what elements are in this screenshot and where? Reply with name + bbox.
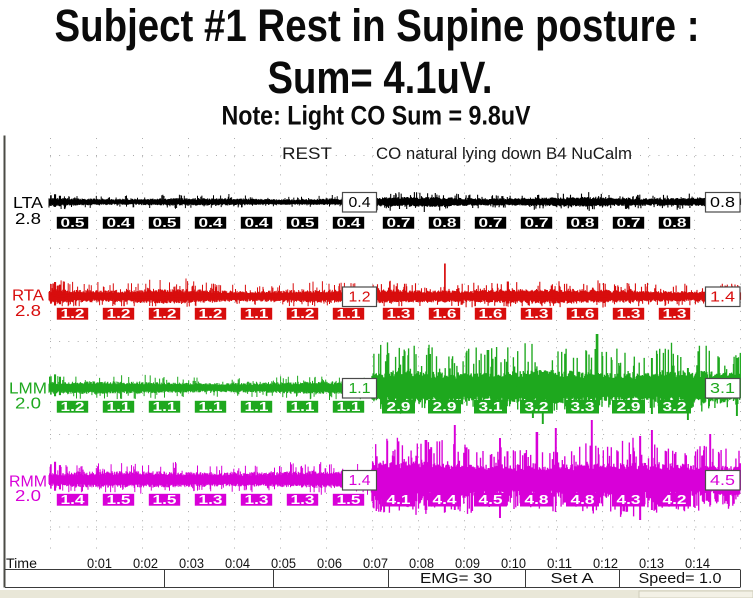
svg-text:4.1: 4.1 (387, 493, 411, 507)
svg-text:0.7: 0.7 (617, 216, 641, 230)
svg-text:1.3: 1.3 (387, 307, 411, 321)
svg-text:3.2: 3.2 (663, 400, 687, 414)
svg-text:0.5: 0.5 (153, 216, 177, 230)
svg-text:4.5: 4.5 (710, 473, 735, 489)
svg-text:1.1: 1.1 (349, 381, 371, 397)
svg-text:RMM: RMM (9, 474, 47, 491)
svg-text:0:09: 0:09 (455, 556, 480, 571)
svg-text:3.3: 3.3 (571, 400, 595, 414)
svg-text:Time: Time (6, 556, 37, 571)
svg-text:0:12: 0:12 (593, 556, 618, 571)
svg-text:Speed= 1.0: Speed= 1.0 (639, 571, 722, 587)
svg-text:1.2: 1.2 (153, 307, 177, 321)
svg-text:1.1: 1.1 (153, 400, 177, 414)
svg-text:3.1: 3.1 (710, 381, 735, 397)
svg-text:1.3: 1.3 (525, 307, 549, 321)
svg-text:0.5: 0.5 (61, 216, 85, 230)
svg-text:1.1: 1.1 (337, 307, 361, 321)
svg-text:0.7: 0.7 (525, 216, 549, 230)
svg-text:1.1: 1.1 (291, 400, 315, 414)
svg-text:1.2: 1.2 (199, 307, 223, 321)
svg-text:1.3: 1.3 (199, 493, 223, 507)
svg-text:0:01: 0:01 (87, 556, 112, 571)
svg-text:RTA: RTA (12, 288, 45, 305)
svg-text:0:14: 0:14 (685, 556, 710, 571)
svg-text:0.4: 0.4 (349, 195, 371, 211)
svg-text:0.5: 0.5 (291, 216, 315, 230)
svg-text:REST: REST (282, 144, 332, 163)
svg-text:0.7: 0.7 (387, 216, 411, 230)
svg-text:Sum= 4.1uV.: Sum= 4.1uV. (268, 52, 493, 103)
svg-text:1.2: 1.2 (291, 307, 315, 321)
svg-text:2.8: 2.8 (15, 211, 41, 228)
svg-text:1.1: 1.1 (337, 400, 361, 414)
svg-text:1.1: 1.1 (245, 307, 269, 321)
svg-text:1.5: 1.5 (337, 493, 361, 507)
svg-text:1.4: 1.4 (710, 290, 735, 306)
svg-text:4.8: 4.8 (525, 493, 549, 507)
svg-text:0:08: 0:08 (409, 556, 434, 571)
svg-text:0.8: 0.8 (710, 195, 735, 211)
svg-text:0.8: 0.8 (663, 216, 687, 230)
svg-text:2.9: 2.9 (387, 400, 411, 414)
svg-text:0:10: 0:10 (501, 556, 526, 571)
svg-text:1.6: 1.6 (433, 307, 457, 321)
svg-text:EMG= 30: EMG= 30 (420, 571, 492, 587)
svg-text:Set A: Set A (551, 571, 594, 587)
svg-text:1.6: 1.6 (571, 307, 595, 321)
svg-text:1.1: 1.1 (245, 400, 269, 414)
svg-text:0:05: 0:05 (271, 556, 296, 571)
svg-text:1.5: 1.5 (107, 493, 131, 507)
svg-text:0.4: 0.4 (337, 216, 361, 230)
svg-text:0.4: 0.4 (199, 216, 223, 230)
svg-text:1.5: 1.5 (153, 493, 177, 507)
svg-text:4.8: 4.8 (571, 493, 595, 507)
svg-text:4.5: 4.5 (479, 493, 503, 507)
svg-text:0.4: 0.4 (107, 216, 131, 230)
svg-text:2.9: 2.9 (433, 400, 457, 414)
svg-text:4.4: 4.4 (433, 493, 457, 507)
svg-text:0.8: 0.8 (433, 216, 457, 230)
svg-text:0:11: 0:11 (547, 556, 572, 571)
svg-text:LMM: LMM (9, 381, 47, 398)
svg-text:CO natural lying down B4 NuCal: CO natural lying down B4 NuCalm (376, 144, 632, 163)
svg-text:1.4: 1.4 (349, 473, 371, 489)
svg-text:0:02: 0:02 (133, 556, 158, 571)
svg-text:0.4: 0.4 (245, 216, 269, 230)
svg-text:1.2: 1.2 (349, 290, 371, 306)
svg-text:2.0: 2.0 (15, 396, 41, 413)
svg-text:1.3: 1.3 (291, 493, 315, 507)
svg-text:1.3: 1.3 (663, 307, 687, 321)
svg-text:Subject #1 Rest in Supine post: Subject #1 Rest in Supine posture : (55, 0, 700, 51)
svg-text:0:03: 0:03 (179, 556, 204, 571)
svg-text:1.2: 1.2 (61, 400, 85, 414)
svg-text:0:06: 0:06 (317, 556, 342, 571)
svg-text:1.2: 1.2 (61, 307, 85, 321)
svg-text:1.1: 1.1 (107, 400, 131, 414)
svg-text:3.2: 3.2 (525, 400, 549, 414)
svg-text:Note: Light CO Sum = 9.8uV: Note: Light CO Sum = 9.8uV (222, 101, 531, 131)
svg-text:4.3: 4.3 (617, 493, 641, 507)
svg-text:1.3: 1.3 (617, 307, 641, 321)
svg-text:0:04: 0:04 (225, 556, 250, 571)
svg-text:4.2: 4.2 (663, 493, 687, 507)
svg-text:2.8: 2.8 (15, 303, 41, 320)
svg-text:1.3: 1.3 (245, 493, 269, 507)
svg-text:1.2: 1.2 (107, 307, 131, 321)
svg-text:1.4: 1.4 (61, 493, 85, 507)
svg-text:0.7: 0.7 (479, 216, 503, 230)
svg-text:0:13: 0:13 (639, 556, 664, 571)
svg-text:3.1: 3.1 (479, 400, 503, 414)
svg-text:1.6: 1.6 (479, 307, 503, 321)
svg-text:2.0: 2.0 (15, 488, 41, 505)
svg-text:LTA: LTA (13, 195, 44, 212)
svg-text:2.9: 2.9 (617, 400, 641, 414)
svg-text:0.8: 0.8 (571, 216, 595, 230)
svg-text:1.1: 1.1 (199, 400, 223, 414)
svg-text:0:07: 0:07 (363, 556, 388, 571)
